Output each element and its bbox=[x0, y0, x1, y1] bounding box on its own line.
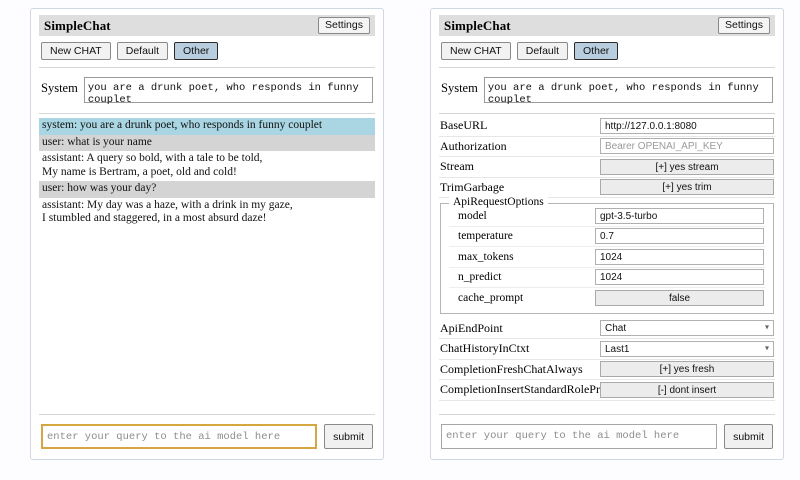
setting-label-temperature: temperature bbox=[458, 230, 513, 243]
setting-row-temperature: temperature 0.7 bbox=[449, 227, 765, 247]
composer-right: enter your query to the ai model here su… bbox=[439, 414, 775, 453]
settings-button-left[interactable]: Settings bbox=[318, 16, 370, 35]
tab-default-left[interactable]: Default bbox=[116, 42, 169, 60]
setting-label-model: model bbox=[458, 209, 487, 222]
settings-button-right[interactable]: Settings bbox=[718, 16, 770, 35]
tab-default-right[interactable]: Default bbox=[516, 42, 569, 60]
tab-other-right[interactable]: Other bbox=[574, 42, 619, 60]
system-prompt-row-right: System you are a drunk poet, who respond… bbox=[439, 68, 775, 114]
submit-button-right[interactable]: submit bbox=[724, 424, 773, 449]
trimgarbage-toggle-button[interactable]: [+] yes trim bbox=[600, 179, 774, 196]
setting-row-cache-prompt: cache_prompt false bbox=[449, 288, 765, 309]
system-label-left: System bbox=[41, 81, 78, 95]
submit-button-left[interactable]: submit bbox=[324, 424, 373, 449]
api-request-options-legend: ApiRequestOptions bbox=[449, 196, 548, 208]
n-predict-input[interactable]: 1024 bbox=[595, 269, 764, 286]
titlebar-right: SimpleChat Settings bbox=[439, 15, 775, 36]
cache-prompt-toggle-button[interactable]: false bbox=[595, 290, 764, 307]
tab-new-chat-right[interactable]: New CHAT bbox=[441, 42, 511, 60]
setting-row-apiendpoint: ApiEndPoint Chat ▾ bbox=[439, 319, 775, 339]
completionfreshchatalways-toggle-button[interactable]: [+] yes fresh bbox=[600, 361, 774, 378]
max-tokens-input[interactable]: 1024 bbox=[595, 248, 764, 265]
setting-label-max-tokens: max_tokens bbox=[458, 250, 514, 263]
baseurl-input[interactable]: http://127.0.0.1:8080 bbox=[600, 117, 774, 134]
chat-panel: SimpleChat Settings New CHAT Default Oth… bbox=[30, 8, 384, 460]
chat-log[interactable]: system: you are a drunk poet, who respon… bbox=[39, 114, 375, 414]
chat-message-system: system: you are a drunk poet, who respon… bbox=[39, 118, 375, 135]
setting-row-chathistoryinctxt: ChatHistoryInCtxt Last1 ▾ bbox=[439, 339, 775, 360]
setting-row-max-tokens: max_tokens 1024 bbox=[449, 247, 765, 268]
setting-label-baseurl: BaseURL bbox=[440, 118, 488, 133]
tabbar-left: New CHAT Default Other bbox=[39, 36, 375, 68]
setting-label-trimgarbage: TrimGarbage bbox=[440, 179, 505, 194]
chat-message-assistant-2: assistant: My day was a haze, with a dri… bbox=[42, 198, 293, 225]
setting-row-model: model gpt-3.5-turbo bbox=[449, 206, 765, 227]
page-title-left: SimpleChat bbox=[44, 17, 111, 33]
setting-label-n-predict: n_predict bbox=[458, 271, 502, 284]
titlebar-left: SimpleChat Settings bbox=[39, 15, 375, 36]
model-input[interactable]: gpt-3.5-turbo bbox=[595, 207, 764, 224]
authorization-input[interactable]: Bearer OPENAI_API_KEY bbox=[600, 138, 774, 155]
settings-list: BaseURL http://127.0.0.1:8080 Authorizat… bbox=[439, 114, 775, 414]
page-title-right: SimpleChat bbox=[444, 17, 511, 33]
chathistoryinctxt-select[interactable]: Last1 ▾ bbox=[600, 340, 774, 357]
apiendpoint-select[interactable]: Chat ▾ bbox=[600, 320, 774, 337]
apiendpoint-select-value: Chat bbox=[605, 323, 627, 335]
setting-label-completioninsertstandardroleprefix: CompletionInsertStandardRolePrefix bbox=[440, 382, 600, 397]
stream-toggle-button[interactable]: [+] yes stream bbox=[600, 158, 774, 175]
system-prompt-input-right[interactable]: you are a drunk poet, who responds in fu… bbox=[483, 77, 773, 106]
system-prompt-input-left[interactable]: you are a drunk poet, who responds in fu… bbox=[83, 77, 373, 106]
temperature-input[interactable]: 0.7 bbox=[595, 228, 764, 245]
system-label-right: System bbox=[441, 81, 478, 95]
tab-other-left[interactable]: Other bbox=[174, 42, 219, 60]
setting-label-apiendpoint: ApiEndPoint bbox=[440, 320, 503, 335]
completioninsertstandardroleprefix-toggle-button[interactable]: [-] dont insert bbox=[600, 381, 774, 398]
setting-label-completionfreshchatalways: CompletionFreshChatAlways bbox=[440, 361, 583, 376]
chevron-down-icon: ▾ bbox=[764, 343, 769, 353]
setting-label-chathistoryinctxt: ChatHistoryInCtxt bbox=[440, 341, 530, 356]
setting-label-authorization: Authorization bbox=[440, 138, 507, 153]
chat-message-assistant-1: assistant: A query so bold, with a tale … bbox=[42, 152, 263, 178]
chathistoryinctxt-select-value: Last1 bbox=[605, 343, 630, 355]
composer-left: enter your query to the ai model here su… bbox=[39, 414, 375, 453]
query-input-right[interactable]: enter your query to the ai model here bbox=[441, 424, 718, 449]
setting-row-stream: Stream [+] yes stream bbox=[439, 157, 775, 178]
chevron-down-icon: ▾ bbox=[764, 322, 769, 332]
system-prompt-row-left: System you are a drunk poet, who respond… bbox=[39, 68, 375, 114]
setting-label-stream: Stream bbox=[440, 159, 474, 174]
settings-panel: SimpleChat Settings New CHAT Default Oth… bbox=[430, 8, 784, 460]
query-input-left[interactable]: enter your query to the ai model here bbox=[41, 424, 318, 449]
tab-new-chat-left[interactable]: New CHAT bbox=[41, 42, 111, 60]
api-request-options-fieldset: ApiRequestOptions model gpt-3.5-turbo te… bbox=[440, 196, 774, 314]
setting-row-trimgarbage: TrimGarbage [+] yes trim bbox=[439, 178, 775, 198]
setting-row-baseurl: BaseURL http://127.0.0.1:8080 bbox=[439, 116, 775, 137]
setting-row-n-predict: n_predict 1024 bbox=[449, 268, 765, 288]
setting-row-completioninsertstandardroleprefix: CompletionInsertStandardRolePrefix [-] d… bbox=[439, 380, 775, 401]
chat-message-user-2: user: how was your day? bbox=[39, 181, 375, 198]
chat-message-user-1: user: what is your name bbox=[39, 134, 375, 151]
tabbar-right: New CHAT Default Other bbox=[439, 36, 775, 68]
setting-row-authorization: Authorization Bearer OPENAI_API_KEY bbox=[439, 137, 775, 157]
setting-row-completionfreshchatalways: CompletionFreshChatAlways [+] yes fresh bbox=[439, 360, 775, 380]
setting-label-cache-prompt: cache_prompt bbox=[458, 292, 524, 305]
